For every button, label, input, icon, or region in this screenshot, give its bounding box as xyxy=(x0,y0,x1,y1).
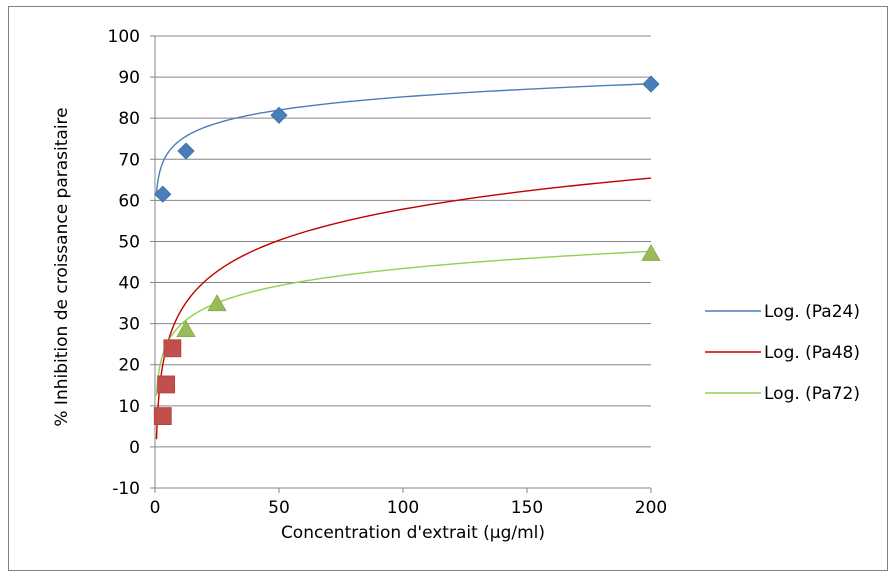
x-tick-label: 50 xyxy=(268,498,290,518)
data-markers xyxy=(153,75,661,425)
square-marker-2-3 xyxy=(163,339,182,358)
x-axis-title: Concentration d'extrait (µg/ml) xyxy=(281,523,545,543)
x-tick-label: 100 xyxy=(387,498,419,518)
y-tick-label: -10 xyxy=(112,479,140,499)
axes xyxy=(150,35,652,493)
chart-svg: -10 0 10 20 30 40 50 60 70 80 90 100 0 50 100 150 200 Co… xyxy=(52,27,860,543)
chart-frame: -10 0 10 20 30 40 50 60 70 80 90 100 0 50 100 150 200 Co… xyxy=(8,6,888,571)
x-tick-label: 200 xyxy=(635,498,667,518)
y-tick-label: 50 xyxy=(118,232,140,252)
legend-label-2: Log. (Pa48) xyxy=(764,343,860,363)
y-tick-label: 20 xyxy=(118,356,140,376)
x-tick-label: 150 xyxy=(511,498,543,518)
gridlines xyxy=(155,35,651,489)
square-marker-2-2 xyxy=(157,375,176,394)
triangle-marker-3-1 xyxy=(176,319,196,337)
triangle-marker-3-3 xyxy=(641,243,661,261)
diamond-marker-1-3 xyxy=(270,106,288,124)
y-tick-label: 10 xyxy=(118,397,140,417)
legend-label-1: Log. (Pa24) xyxy=(764,302,860,322)
y-tick-label: 70 xyxy=(118,150,140,170)
x-tick-label: 0 xyxy=(150,498,161,518)
diamond-marker-1-1 xyxy=(154,185,172,203)
trendline-1 xyxy=(155,83,652,194)
legend-label-3: Log. (Pa72) xyxy=(764,384,860,404)
diamond-marker-1-4 xyxy=(642,75,660,93)
trendline-2 xyxy=(155,177,652,440)
trendline-3 xyxy=(155,250,652,396)
tick-labels: -10 0 10 20 30 40 50 60 70 80 90 100 0 50 100 150 200 xyxy=(108,27,668,518)
y-tick-label: 90 xyxy=(118,68,140,88)
diamond-marker-1-2 xyxy=(177,142,195,160)
legend: Log. (Pa24) Log. (Pa48) Log. (Pa72) xyxy=(705,302,860,404)
y-tick-label: 100 xyxy=(108,27,140,47)
y-tick-label: 30 xyxy=(118,315,140,335)
y-axis-title: % Inhibition de croissance parasitaire xyxy=(52,107,72,426)
y-tick-label: 60 xyxy=(118,191,140,211)
triangle-marker-3-2 xyxy=(207,294,227,312)
square-marker-2-1 xyxy=(153,407,172,425)
y-tick-label: 0 xyxy=(129,438,140,458)
y-tick-label: 40 xyxy=(118,274,140,294)
trendlines xyxy=(155,83,652,440)
y-tick-label: 80 xyxy=(118,109,140,129)
